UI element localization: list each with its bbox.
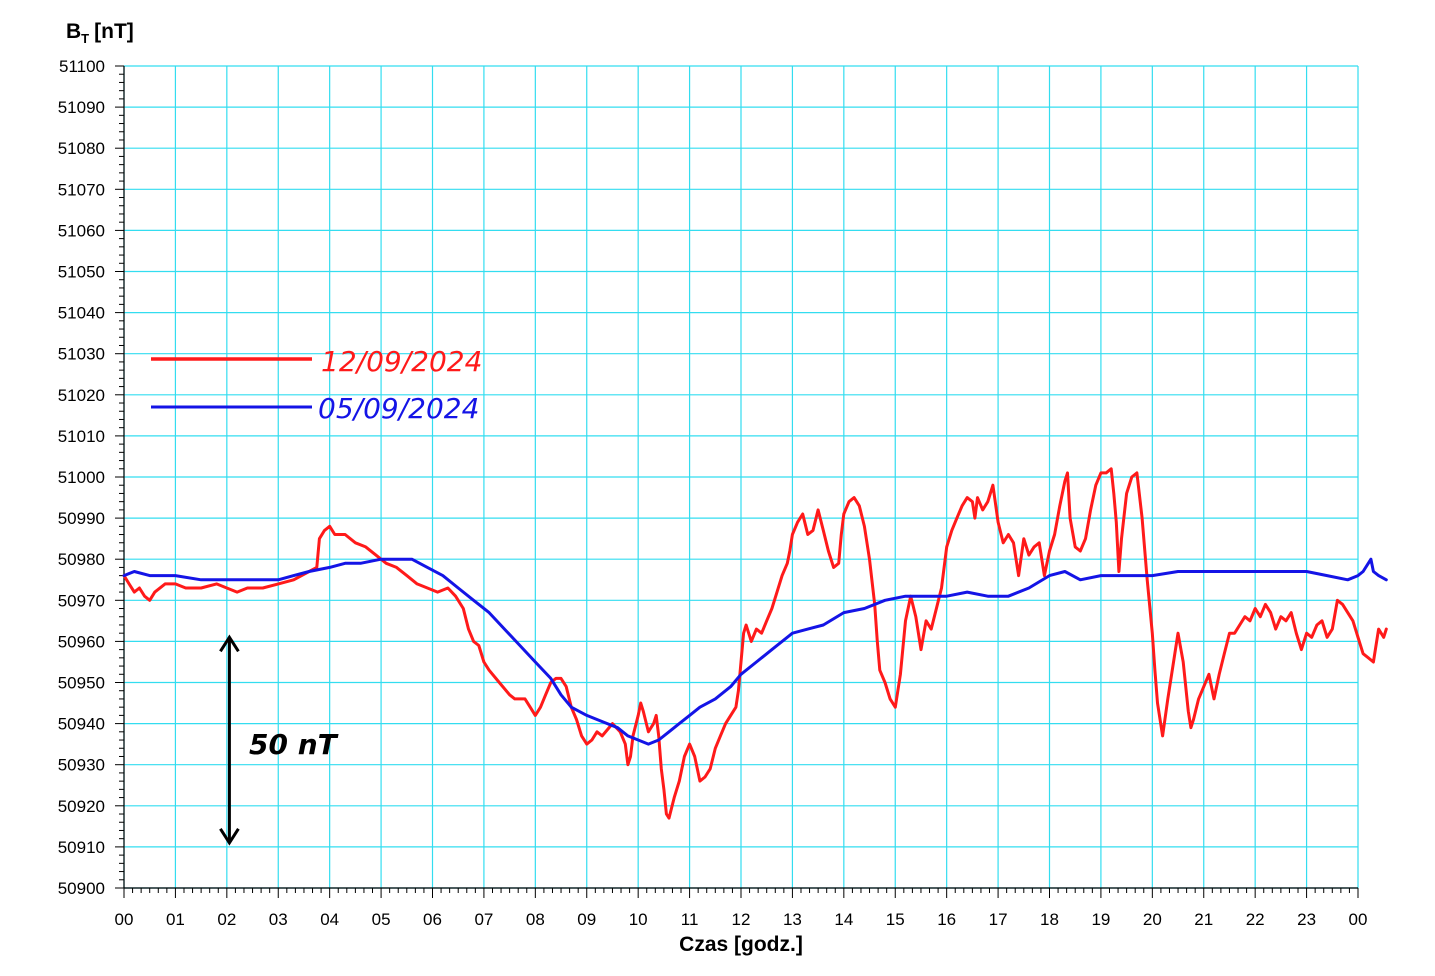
x-tick-label: 21 <box>1194 910 1213 929</box>
x-tick-label: 01 <box>166 910 185 929</box>
x-tick-label: 17 <box>989 910 1008 929</box>
x-tick-label: 14 <box>834 910 853 929</box>
x-tick-label: 16 <box>937 910 956 929</box>
y-tick-label: 50980 <box>58 550 105 569</box>
x-tick-label: 12 <box>732 910 751 929</box>
legend: 12/09/2024 05/09/2024 <box>151 345 482 425</box>
legend-label-series-1: 05/09/2024 <box>318 392 479 425</box>
series-line-1 <box>122 557 1388 746</box>
y-tick-label: 50900 <box>58 879 105 898</box>
y-tick-label: 51000 <box>58 468 105 487</box>
y-axis-ticks: 50900 50910 50920 50930 50940 50950 50960 50970… <box>58 57 124 898</box>
x-tick-label: 15 <box>886 910 905 929</box>
y-tick-label: 51080 <box>58 139 105 158</box>
y-tick-label: 50970 <box>58 591 105 610</box>
x-tick-label: 00 <box>115 910 134 929</box>
y-tick-label: 50910 <box>58 838 105 857</box>
y-tick-label: 50930 <box>58 756 105 775</box>
series-lines <box>122 467 1388 820</box>
x-tick-label: 06 <box>423 910 442 929</box>
scale-annotation: 50 nT <box>219 634 339 846</box>
y-tick-label: 50950 <box>58 674 105 693</box>
y-tick-label: 51100 <box>59 57 105 76</box>
x-tick-label: 22 <box>1246 910 1265 929</box>
x-tick-label: 13 <box>783 910 802 929</box>
y-tick-label: 51050 <box>58 263 105 282</box>
series-line-0 <box>122 467 1388 820</box>
y-tick-label: 51060 <box>58 221 105 240</box>
y-axis-title-subscript: T <box>81 31 89 46</box>
y-tick-label: 50920 <box>58 797 105 816</box>
x-tick-label: 18 <box>1040 910 1059 929</box>
x-tick-label: 23 <box>1297 910 1316 929</box>
x-tick-label: 20 <box>1143 910 1162 929</box>
y-tick-label: 50940 <box>58 715 105 734</box>
legend-label-series-0: 12/09/2024 <box>321 345 482 378</box>
x-tick-label: 08 <box>526 910 545 929</box>
y-tick-label: 50990 <box>58 509 105 528</box>
x-tick-label: 07 <box>474 910 493 929</box>
x-tick-label: 03 <box>269 910 288 929</box>
x-tick-label: 00 <box>1349 910 1368 929</box>
x-axis-title: Czas [godz.] <box>679 933 803 956</box>
x-tick-label: 04 <box>320 910 339 929</box>
y-tick-label: 51090 <box>58 98 105 117</box>
scale-arrow-head-top <box>219 634 240 653</box>
x-tick-label: 05 <box>372 910 391 929</box>
x-tick-label: 11 <box>681 910 699 929</box>
x-axis-ticks: 00 01 02 03 04 05 06 07 08 09 10 11 12 13 14 15 16 17 18 19… <box>115 888 1368 929</box>
y-axis-title-symbol: B <box>66 20 81 43</box>
x-tick-label: 19 <box>1091 910 1110 929</box>
y-tick-label: 51010 <box>58 427 105 446</box>
scale-arrow-head-bottom <box>219 827 240 846</box>
y-tick-label: 51040 <box>58 304 105 323</box>
x-tick-label: 10 <box>629 910 648 929</box>
y-tick-label: 50960 <box>58 632 105 651</box>
y-tick-label: 51070 <box>58 180 105 199</box>
y-axis-title: BT [nT] <box>66 20 134 46</box>
y-axis-title-unit: [nT] <box>94 20 134 43</box>
y-tick-label: 51030 <box>58 345 105 364</box>
scale-annotation-label: 50 nT <box>249 728 339 761</box>
y-tick-label: 51020 <box>58 386 105 405</box>
x-tick-label: 09 <box>577 910 596 929</box>
x-tick-label: 02 <box>217 910 236 929</box>
grid <box>123 65 1359 889</box>
